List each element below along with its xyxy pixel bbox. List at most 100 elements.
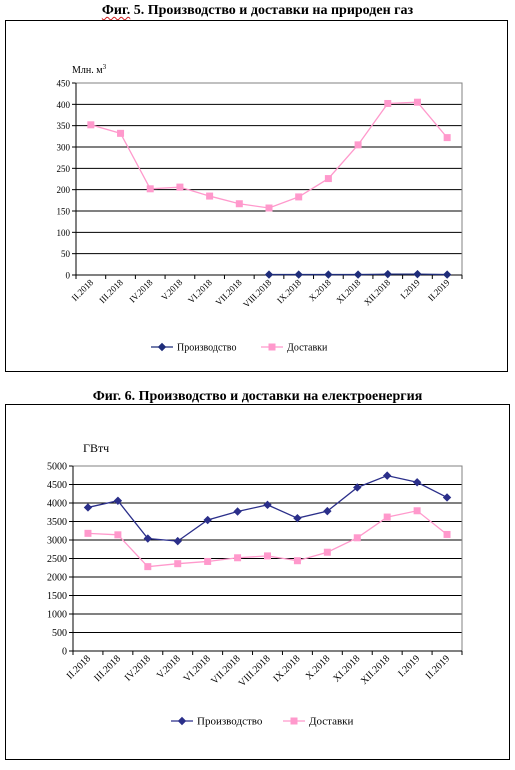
x-tick-label: IX.2018	[275, 277, 303, 305]
x-tick-label: IV.2018	[127, 277, 155, 305]
data-point	[146, 185, 154, 193]
data-point	[235, 200, 243, 208]
chart-2-plot: 0 500 1000 1500 2000 2500 3000 3500 4000 4500 5000…	[47, 462, 463, 689]
chart-2-svg: ГВтч 0 500 1000 1500 2000 2500 3000 3500 4000 450…	[47, 441, 463, 728]
x-tick-label: IX.2018	[271, 653, 302, 684]
chart-1-svg: Млн. м3 0 50 100 150 200 250 300 350 400 450 II.20…	[57, 63, 463, 354]
legend-marker	[157, 342, 167, 352]
legend-label: Доставки	[309, 716, 354, 728]
y-tick-label: 3000	[47, 536, 67, 547]
plot-area-border	[75, 82, 463, 276]
data-point	[87, 121, 95, 129]
y-tick-label: 4500	[47, 480, 67, 491]
chart-2-unit: ГВтч	[83, 441, 109, 455]
y-tick-label: 450	[57, 79, 71, 89]
legend-label: Производство	[177, 343, 236, 354]
x-tick-label: XI.2018	[331, 653, 362, 684]
data-point	[354, 141, 362, 149]
data-point	[382, 471, 392, 480]
y-tick-label: 350	[57, 121, 71, 131]
data-point	[295, 193, 303, 201]
y-tick-label: 1500	[47, 591, 67, 602]
chart-1-frame: Млн. м3 0 50 100 150 200 250 300 350 400 450 II.20…	[5, 20, 508, 372]
x-tick-label: V.2018	[155, 653, 183, 681]
data-point	[113, 496, 123, 505]
x-tick-label: VIII.2018	[241, 277, 274, 310]
data-point	[264, 270, 274, 279]
x-tick-label: XII.2018	[362, 277, 393, 308]
legend-label: Доставки	[287, 343, 328, 354]
data-point	[323, 548, 331, 556]
y-tick-label: 2500	[47, 554, 67, 565]
data-point	[413, 98, 421, 106]
data-point	[412, 478, 422, 487]
data-point	[293, 557, 301, 565]
y-tick-label: 150	[57, 207, 71, 217]
data-point	[83, 503, 93, 512]
y-tick-label: 500	[52, 628, 67, 639]
y-tick-label: 0	[66, 271, 71, 281]
data-point	[206, 192, 214, 200]
data-point	[114, 531, 122, 539]
x-tick-label: VII.2018	[213, 277, 244, 308]
data-point	[117, 129, 125, 137]
y-tick-label: 5000	[47, 462, 67, 473]
x-tick-label: II.2018	[65, 653, 93, 681]
data-point	[383, 269, 392, 279]
data-point	[265, 204, 273, 212]
data-point	[384, 99, 392, 107]
data-point	[234, 554, 242, 562]
y-tick-label: 0	[62, 647, 67, 658]
data-point	[174, 560, 182, 568]
x-tick-label: III.2018	[97, 277, 125, 305]
data-point	[413, 269, 422, 279]
y-tick-label: 2000	[47, 573, 67, 584]
y-tick-label: 4000	[47, 499, 67, 510]
x-tick-label: II.2019	[424, 653, 452, 681]
data-point	[294, 270, 303, 279]
data-point	[442, 493, 452, 502]
data-point	[293, 513, 302, 523]
x-tick-label: IV.2018	[123, 653, 153, 683]
data-point	[203, 515, 212, 525]
data-point	[443, 134, 451, 142]
y-tick-label: 50	[61, 249, 71, 259]
x-tick-label: XII.2018	[359, 653, 393, 687]
data-point	[263, 500, 272, 510]
data-point	[353, 270, 363, 279]
chart-1-title-prefix: Фиг.	[101, 3, 131, 18]
x-tick-label: X.2018	[304, 653, 333, 682]
x-tick-label: I.2019	[396, 653, 422, 679]
data-point	[84, 529, 92, 537]
data-point	[353, 534, 361, 542]
chart-2-title: Фиг. 6. Производство и доставки на елект…	[92, 389, 423, 404]
data-point	[204, 557, 212, 565]
data-point	[233, 507, 242, 516]
data-point	[324, 175, 332, 183]
y-tick-label: 100	[57, 228, 71, 238]
data-point	[353, 483, 362, 492]
y-tick-label: 400	[57, 100, 71, 110]
legend-marker	[290, 717, 298, 725]
x-tick-label: III.2018	[92, 653, 123, 684]
data-point	[443, 530, 451, 538]
x-tick-label: VIII.2018	[237, 653, 273, 689]
chart-1-plot: 0 50 100 150 200 250 300 350 400 450 II.2018 III.20…	[57, 79, 463, 310]
legend-marker	[177, 716, 187, 726]
chart-1-title: Фиг. 5. Производство и доставки на приро…	[0, 3, 515, 19]
x-tick-label: X.2018	[307, 277, 333, 303]
y-tick-label: 300	[57, 143, 71, 153]
data-point	[324, 270, 333, 279]
x-tick-label: XI.2018	[334, 277, 362, 305]
x-tick-label: V.2018	[159, 277, 185, 303]
legend-label: Производство	[197, 716, 263, 728]
data-point	[413, 507, 421, 515]
data-point	[143, 534, 153, 543]
data-point	[442, 270, 452, 279]
chart-1-legend: Производство Доставки	[151, 343, 328, 354]
chart-1-unit: Млн. м3	[72, 63, 107, 76]
series-line-2	[90, 101, 448, 209]
y-tick-label: 250	[57, 164, 71, 174]
data-point	[323, 506, 332, 516]
chart-2-frame: ГВтч 0 500 1000 1500 2000 2500 3000 3500 4000 450…	[5, 404, 510, 760]
